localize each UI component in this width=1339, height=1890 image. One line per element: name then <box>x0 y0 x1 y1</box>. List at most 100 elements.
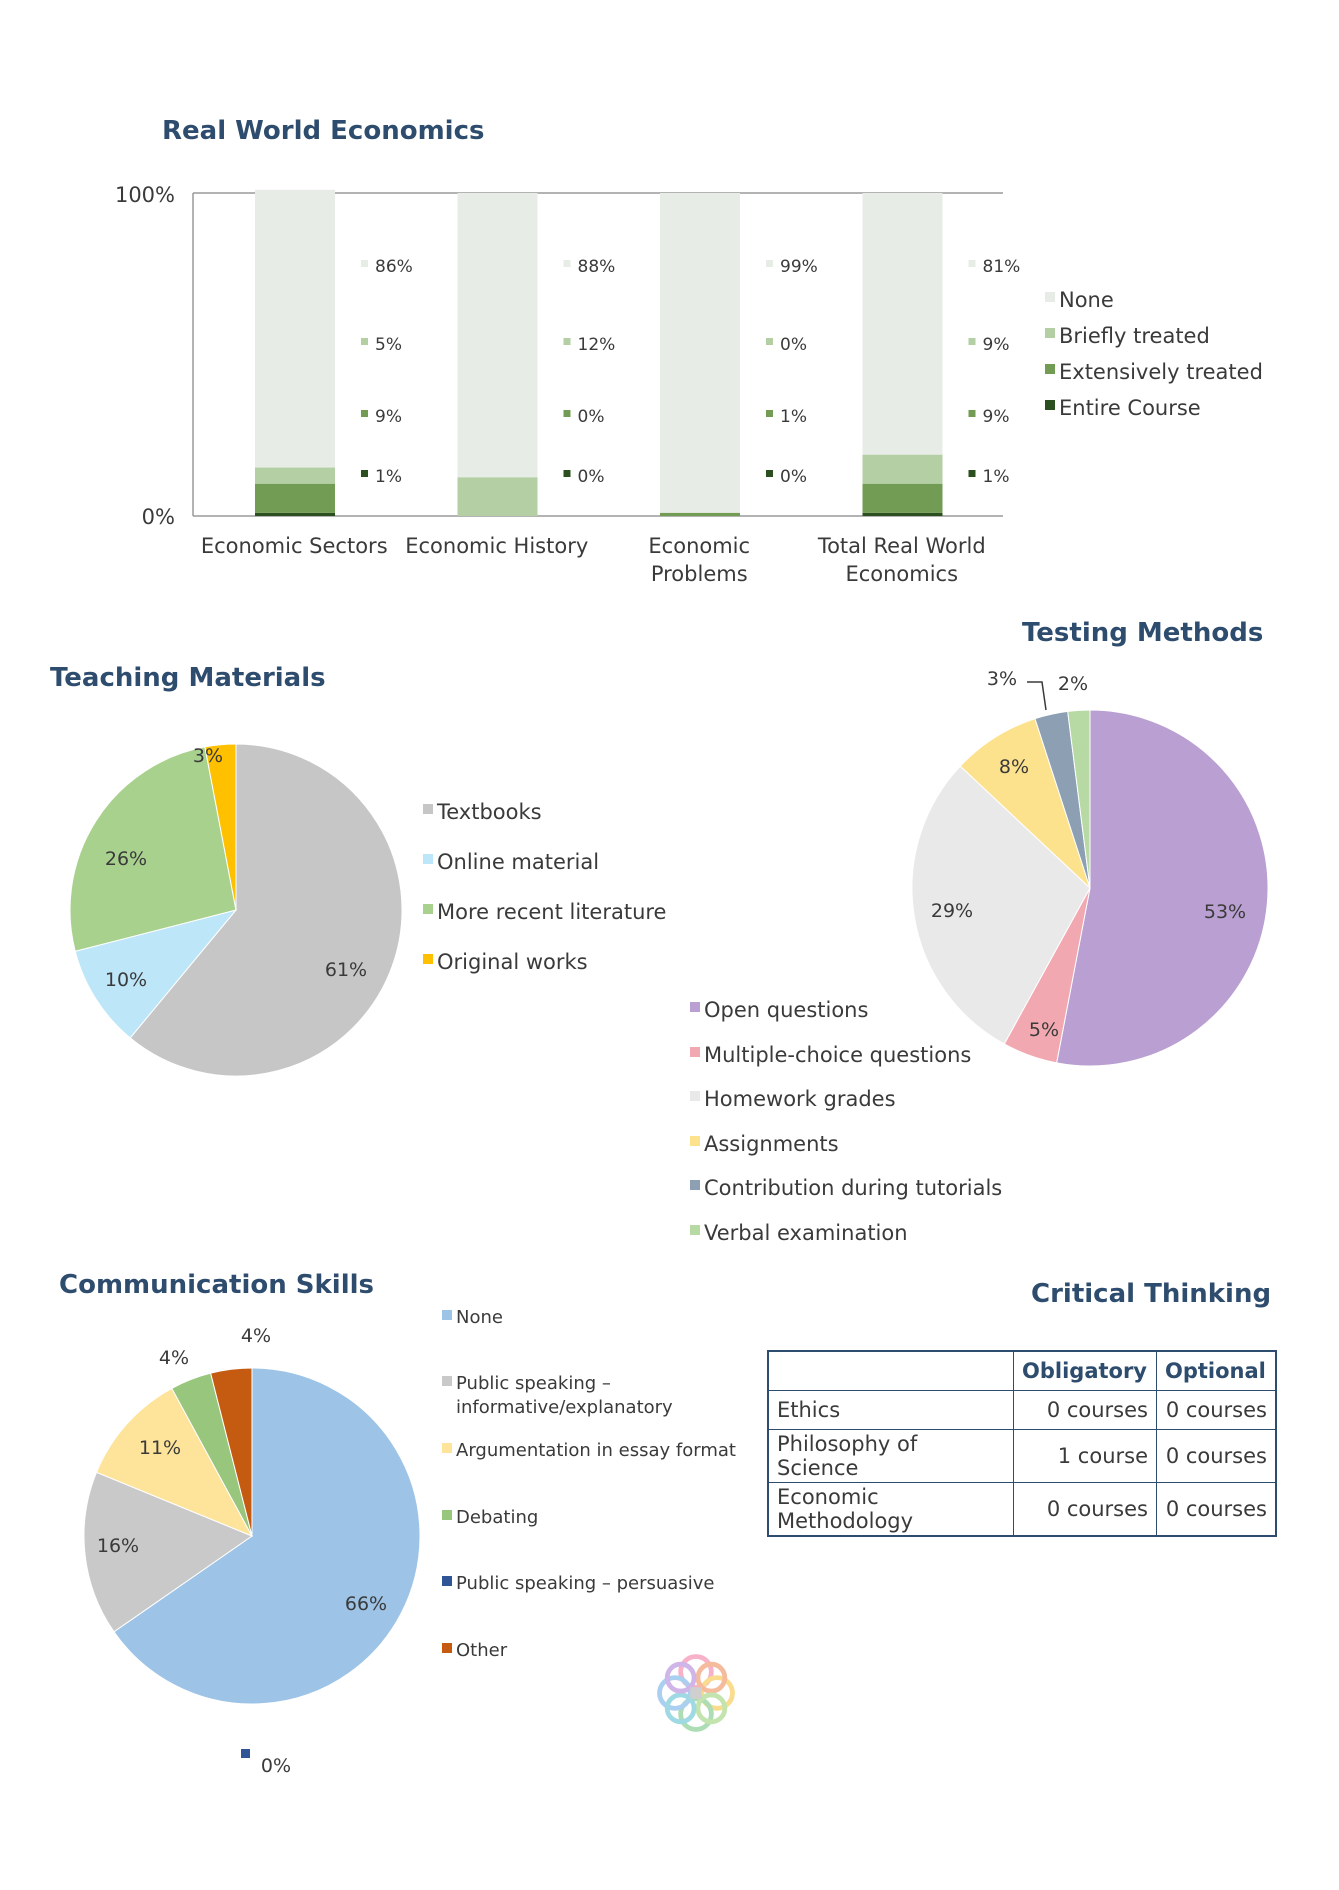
real-world-economics-title: Real World Economics <box>162 116 485 146</box>
bar-briefly-treated <box>862 454 943 484</box>
bar-none <box>660 193 740 513</box>
data-label: 5% <box>1029 1019 1059 1041</box>
legend-swatch <box>423 954 433 964</box>
pie-slice <box>95 1387 254 1537</box>
data-label-marker <box>766 470 773 477</box>
data-label-marker <box>766 410 773 417</box>
data-label-marker <box>563 470 571 477</box>
communication-skills-chart: 66% 16% 11% 4% 0% 4% <box>83 1325 421 1777</box>
bar-briefly-treated <box>255 467 335 484</box>
testing-methods-title: Testing Methods <box>1022 618 1264 648</box>
bar-extensively-treated <box>660 512 740 516</box>
category-label: Economic Sectors <box>201 534 388 558</box>
data-label: 1% <box>983 467 1010 487</box>
table-cell-obligatory: 0 courses <box>1013 1482 1157 1537</box>
legend-label: Debating <box>456 1507 539 1528</box>
pie-slice <box>129 743 403 1077</box>
data-label: 4% <box>241 1325 271 1347</box>
table-header-obligatory: Obligatory <box>1013 1350 1157 1391</box>
teaching-materials-legend: Textbooks Online material More recent lite… <box>423 800 743 1000</box>
legend-swatch <box>690 1180 700 1190</box>
data-label: 0% <box>578 407 605 427</box>
legend-item: Argumentation in essay format <box>442 1439 742 1463</box>
data-label: 9% <box>375 407 402 427</box>
table-row: Ethics 0 courses 0 courses <box>767 1390 1277 1430</box>
category-label: Problems <box>651 562 748 586</box>
critical-thinking-table: Obligatory Optional Ethics 0 courses 0 c… <box>767 1350 1277 1537</box>
legend-swatch <box>442 1443 452 1453</box>
data-label: 5% <box>375 335 402 355</box>
table-cell-topic: Ethics <box>767 1390 1014 1430</box>
table-cell-topic: Philosophy of Science <box>767 1429 1014 1483</box>
data-label-marker <box>563 338 571 345</box>
legend-swatch <box>423 854 433 864</box>
legend-label: None <box>456 1307 503 1328</box>
category-label: Economic <box>648 534 750 558</box>
data-label-marker <box>968 470 976 477</box>
data-label-marker <box>968 260 976 267</box>
legend-item: Extensively treated <box>1045 360 1263 384</box>
logo-icon <box>657 1654 735 1732</box>
legend-swatch <box>690 1135 700 1146</box>
legend-swatch <box>1045 364 1055 374</box>
data-label: 10% <box>105 969 147 991</box>
teaching-materials-title: Teaching Materials <box>50 663 326 693</box>
pie-slice <box>74 909 238 1039</box>
bar-none <box>862 193 943 455</box>
legend-item: Homework grades <box>690 1087 896 1111</box>
legend-label: Contribution during tutorials <box>704 1176 1003 1200</box>
table-cell-obligatory: 0 courses <box>1013 1390 1157 1430</box>
legend-label: Original works <box>437 950 588 974</box>
data-label: 81% <box>983 257 1021 277</box>
table-header-optional: Optional <box>1156 1350 1277 1391</box>
data-label: 1% <box>780 407 807 427</box>
data-label: 12% <box>578 335 616 355</box>
legend-label: Open questions <box>704 998 869 1022</box>
testing-methods-chart: 53% 5% 29% 8% 3% 2% <box>911 668 1269 1067</box>
pie-slice <box>1067 709 1091 889</box>
legend-item: None <box>442 1306 742 1330</box>
table-header-topic <box>767 1350 1014 1391</box>
communication-skills-legend: None Public speaking – informative/explan… <box>442 1306 762 1686</box>
data-label: 61% <box>325 959 367 981</box>
leader-line <box>1027 681 1047 711</box>
bar-entire-course <box>255 512 335 516</box>
legend-swatch <box>442 1310 452 1320</box>
table-row: Philosophy of Science 1 course 0 courses <box>767 1429 1277 1483</box>
data-label: 8% <box>999 756 1029 778</box>
category-label: Economic History <box>405 534 588 558</box>
data-label: 99% <box>780 257 818 277</box>
legend-label: Online material <box>437 850 600 874</box>
legend-swatch <box>423 804 433 814</box>
data-label: 0% <box>780 335 807 355</box>
legend-swatch <box>1045 328 1055 338</box>
bar-extensively-treated <box>255 483 335 513</box>
data-label-marker <box>361 470 368 477</box>
legend-item: More recent literature <box>423 900 666 924</box>
bar-extensively-treated <box>862 483 943 513</box>
data-label-marker <box>361 260 368 267</box>
legend-swatch <box>442 1576 452 1586</box>
legend-label: Entire Course <box>1059 396 1201 420</box>
y-tick-label: 100% <box>115 183 175 207</box>
real-world-economics-chart: 0% 100% 86% 5% 9% 1% Economic Sectors 88% 12% 0% 0… <box>115 183 1021 586</box>
pie-slice <box>204 743 237 911</box>
legend-item: Multiple-choice questions <box>690 1043 971 1067</box>
data-label: 0% <box>780 467 807 487</box>
table-header-row: Obligatory Optional <box>767 1350 1277 1391</box>
legend-swatch <box>442 1376 452 1386</box>
legend-label: More recent literature <box>437 900 667 924</box>
legend-item: Other <box>442 1639 742 1663</box>
data-label: 26% <box>105 848 147 870</box>
bar-none <box>457 193 538 478</box>
legend-label: None <box>1059 288 1114 312</box>
data-label-marker <box>361 338 368 345</box>
data-label: 86% <box>375 257 413 277</box>
pie-slice <box>69 746 237 952</box>
data-label: 4% <box>159 1347 189 1369</box>
data-label: 2% <box>1058 673 1088 695</box>
legend-item: Original works <box>423 950 588 974</box>
legend-item: Public speaking – informative/explanator… <box>442 1372 742 1420</box>
data-label: 1% <box>375 467 402 487</box>
category-label: Economics <box>845 562 958 586</box>
